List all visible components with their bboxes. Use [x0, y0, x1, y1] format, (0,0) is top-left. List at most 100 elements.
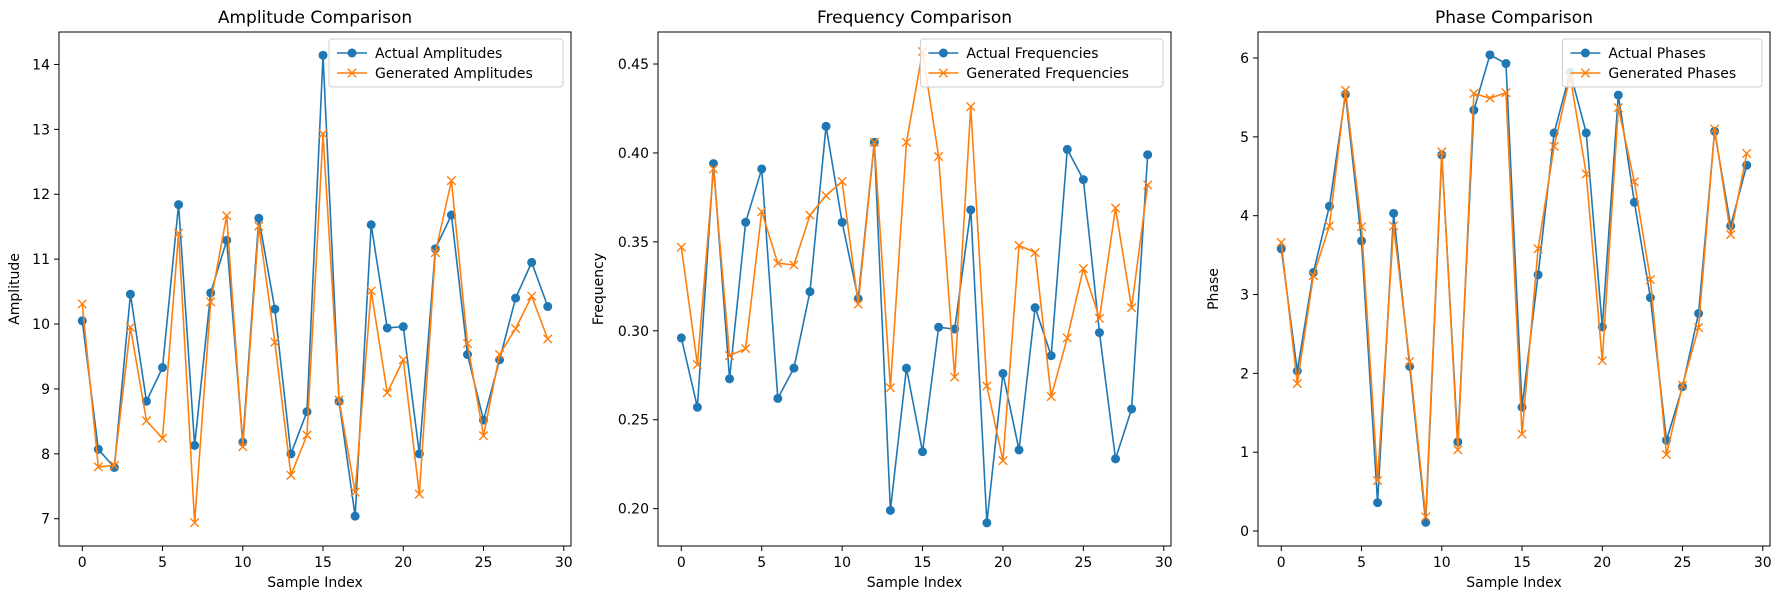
data-point: [254, 221, 264, 231]
series-2: [77, 129, 553, 528]
x-tick-label: 0: [677, 555, 686, 571]
chart-title: Phase Comparison: [1435, 8, 1593, 28]
legend-box: [919, 38, 1164, 88]
data-point: [1581, 169, 1591, 179]
x-tick-label: 20: [394, 555, 412, 571]
data-point: [821, 190, 831, 201]
data-point: [805, 210, 815, 220]
data-point: [1437, 147, 1447, 157]
legend-label: Actual Phases: [1608, 46, 1705, 62]
data-point: [1014, 240, 1024, 251]
x-tick-label: 0: [1277, 555, 1286, 571]
data-point: [1126, 302, 1137, 313]
data-point: [366, 286, 376, 296]
data-point: [966, 102, 976, 112]
data-point: [1404, 356, 1415, 367]
data-point: [430, 247, 441, 258]
y-tick-label: 0.25: [618, 413, 649, 429]
legend-marker: [347, 68, 357, 78]
data-point: [933, 151, 944, 162]
y-tick-label: 4: [1240, 209, 1249, 225]
y-tick-label: 11: [32, 252, 50, 268]
series-line: [1280, 54, 1748, 524]
data-point: [462, 338, 473, 349]
x-tick-label: 15: [314, 555, 332, 571]
data-point: [1709, 124, 1720, 134]
data-point: [222, 235, 232, 245]
data-point: [1030, 247, 1040, 258]
data-point: [1645, 274, 1656, 285]
series-1: [676, 121, 1153, 528]
legend-label: Generated Amplitudes: [375, 66, 533, 82]
data-point: [157, 433, 168, 443]
data-point: [1324, 221, 1335, 231]
data-point: [173, 228, 184, 238]
data-point: [1645, 293, 1655, 303]
y-tick-label: 2: [1240, 366, 1249, 382]
y-tick-label: 0.30: [618, 324, 649, 340]
legend-marker: [1580, 48, 1590, 58]
data-point: [982, 518, 992, 528]
data-point: [382, 388, 392, 398]
data-point: [773, 258, 783, 268]
legend-box: [1561, 38, 1763, 88]
data-point: [526, 291, 537, 301]
plot-frame: [657, 31, 1172, 547]
legend: Actual Amplitudes Generated Amplitudes: [328, 38, 564, 88]
x-tick-label: 20: [1593, 555, 1611, 571]
data-point: [1389, 208, 1399, 218]
data-point: [1453, 445, 1463, 455]
x-tick-label: 25: [1674, 555, 1692, 571]
series-line: [680, 125, 1149, 524]
series-line: [81, 133, 549, 524]
y-tick-label: 10: [32, 317, 50, 333]
data-point: [350, 487, 360, 497]
data-point: [77, 316, 87, 326]
x-tick-label: 30: [1754, 555, 1772, 571]
y-tick-label: 7: [41, 512, 50, 528]
data-point: [1046, 351, 1056, 361]
data-point: [1693, 322, 1704, 333]
data-point: [125, 289, 135, 299]
data-point: [1292, 366, 1302, 376]
series-line: [81, 54, 549, 517]
data-point: [158, 363, 168, 373]
data-point: [950, 372, 960, 382]
x-tick-label: 30: [555, 555, 573, 571]
data-point: [724, 351, 735, 361]
legend: Actual Frequencies Generated Frequencies: [919, 38, 1164, 88]
data-point: [1292, 378, 1303, 389]
data-point: [270, 337, 280, 347]
data-point: [206, 288, 216, 298]
data-point: [350, 511, 360, 521]
x-tick-label: 10: [833, 555, 851, 571]
data-point: [270, 304, 280, 314]
data-point: [821, 121, 831, 131]
data-point: [1485, 93, 1495, 103]
legend-label: Actual Amplitudes: [375, 46, 502, 62]
data-point: [1340, 85, 1351, 96]
data-point: [676, 242, 687, 252]
data-point: [222, 210, 232, 221]
data-point: [757, 164, 767, 174]
data-point: [1094, 328, 1104, 338]
data-point: [901, 137, 912, 147]
data-point: [1356, 222, 1367, 232]
data-point: [869, 137, 879, 147]
data-point: [740, 343, 751, 354]
x-tick-label: 5: [1357, 555, 1366, 571]
legend-label: Generated Phases: [1608, 66, 1736, 82]
series-1: [1276, 50, 1752, 527]
legend-marker: [938, 48, 948, 58]
data-point: [885, 383, 896, 393]
data-point: [1357, 236, 1367, 246]
data-point: [998, 455, 1008, 466]
data-point: [1373, 498, 1383, 508]
data-point: [1725, 229, 1736, 240]
data-point: [93, 444, 103, 454]
chart-panel-2: Frequency Comparison 0 5 10 15 20 25 30 0.20 0.25…: [591, 8, 1173, 590]
data-point: [1014, 445, 1024, 455]
series-line: [680, 50, 1149, 462]
data-point: [125, 322, 136, 332]
